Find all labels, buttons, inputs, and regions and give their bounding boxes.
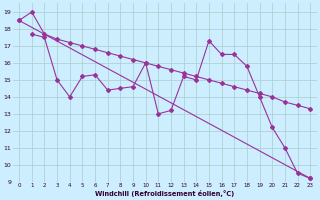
X-axis label: Windchill (Refroidissement éolien,°C): Windchill (Refroidissement éolien,°C): [95, 190, 234, 197]
